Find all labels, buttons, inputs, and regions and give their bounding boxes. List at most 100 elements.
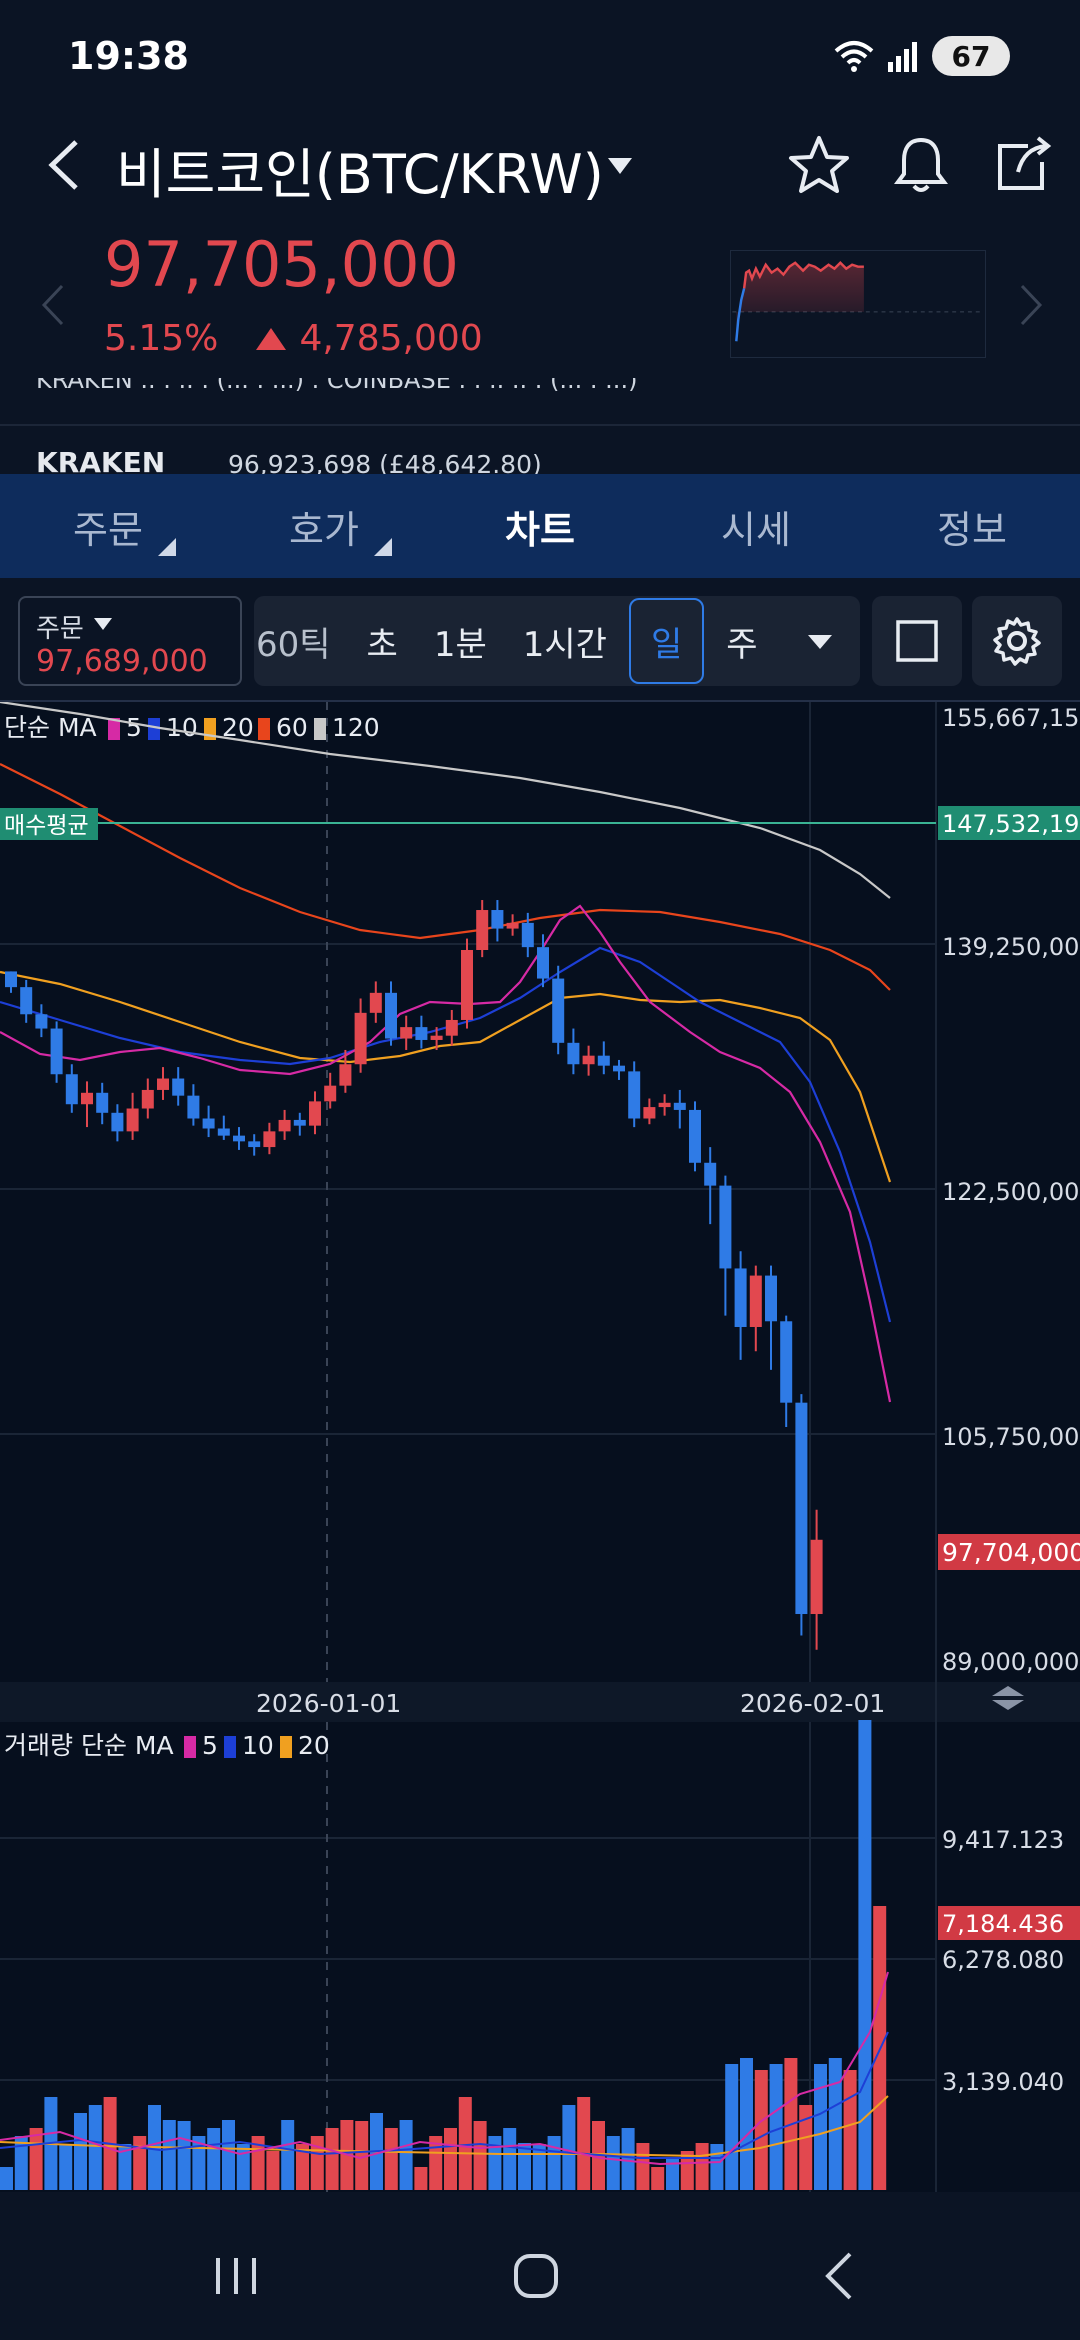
interval-seconds[interactable]: 초 <box>366 624 398 665</box>
volume-bar <box>281 2120 295 2190</box>
price-axis-label: 139,250,000 <box>942 933 1080 961</box>
avg-buy-label-text: 매수평균 <box>4 813 89 839</box>
candle <box>749 1275 762 1327</box>
ma-legend-prefix: 단순 MA <box>4 713 97 742</box>
gear-icon <box>993 617 1041 666</box>
volume-bar <box>236 2144 250 2190</box>
candle <box>278 1119 291 1132</box>
candle <box>5 971 17 988</box>
interval-1min[interactable]: 1분 <box>433 624 487 665</box>
candle <box>400 1027 413 1039</box>
volume-bar <box>88 2105 102 2190</box>
tab-quotes[interactable]: 시세 <box>648 474 864 578</box>
volume-bar <box>473 2121 487 2190</box>
candle <box>233 1135 245 1142</box>
share-icon[interactable] <box>988 130 1058 200</box>
candle <box>810 1539 823 1615</box>
volume-bar <box>577 2097 591 2190</box>
next-coin-icon[interactable] <box>1016 282 1046 328</box>
vol-ma5-label: 5 <box>202 1731 218 1760</box>
candle <box>354 1012 367 1065</box>
chevron-down-icon[interactable] <box>606 154 634 178</box>
exchange-name: KRAKEN <box>36 446 166 479</box>
vol-ma20-swatch <box>280 1736 292 1758</box>
fullscreen-button[interactable] <box>872 596 962 686</box>
price-axis-label: 155,667,150 <box>942 704 1080 732</box>
volume-axis-label: 9,417.123 <box>942 1826 1064 1854</box>
vol-ma10-swatch <box>224 1736 236 1758</box>
tab-order[interactable]: 주문 <box>0 474 216 578</box>
header: 비트코인(BTC/KRW) <box>0 110 1080 220</box>
home-icon[interactable] <box>506 2246 566 2306</box>
ma10-line <box>0 946 892 1323</box>
tab-info[interactable]: 정보 <box>864 474 1080 578</box>
candle <box>613 1065 625 1072</box>
date-label: 2026-01-01 <box>256 1689 401 1718</box>
volume-bar <box>503 2128 517 2190</box>
back-arrow-icon[interactable] <box>36 132 96 198</box>
interval-1hour[interactable]: 1시간 <box>522 624 607 665</box>
resize-handle-icon[interactable] <box>992 1686 1024 1710</box>
candlestick-chart[interactable]: 단순 MA 5 10 20 60 120 매수평균 155, <box>0 700 1080 2202</box>
status-icons: 67 <box>834 36 1010 76</box>
exchange-row-partial: KRAKEN .. . .. . (... . ...) . COINBASE … <box>36 378 1046 400</box>
ma120-line <box>0 700 891 899</box>
volume-bar <box>725 2064 739 2190</box>
volume-bar <box>0 2167 13 2190</box>
volume-bar <box>266 2151 280 2190</box>
candle <box>597 1055 610 1066</box>
candle <box>35 1014 48 1029</box>
status-bar: 19:38 67 <box>0 0 1080 110</box>
volume-bar <box>29 2128 43 2190</box>
candle <box>309 1101 321 1126</box>
previous-coin-icon[interactable] <box>38 282 68 328</box>
page-title[interactable]: 비트코인(BTC/KRW) <box>116 143 604 206</box>
price-axis-label: 122,500,000 <box>942 1178 1080 1206</box>
ma60-swatch <box>258 718 270 740</box>
candle <box>658 1102 671 1108</box>
tab-info-label: 정보 <box>937 507 1007 552</box>
last-volume-value: 7,184.436 <box>942 1910 1064 1938</box>
candle <box>157 1078 169 1090</box>
bell-icon[interactable] <box>886 130 956 200</box>
settings-button[interactable] <box>972 596 1062 686</box>
tab-orderbook[interactable]: 호가 <box>216 474 432 578</box>
volume-bar <box>814 2064 827 2190</box>
back-icon[interactable] <box>810 2246 870 2306</box>
vol-ma10-label: 10 <box>242 1731 274 1760</box>
volume-bar <box>518 2143 531 2190</box>
volume-bar <box>325 2128 339 2190</box>
volume-bar <box>444 2128 457 2190</box>
ma-legend: 단순 MA 5 10 20 60 120 <box>4 713 380 742</box>
chart-area[interactable]: 단순 MA 5 10 20 60 120 매수평균 155, <box>0 700 1080 2202</box>
volume-bar <box>74 2113 87 2190</box>
candle <box>628 1071 641 1119</box>
volume-bar <box>133 2136 147 2190</box>
interval-60tick[interactable]: 60틱 <box>256 624 331 665</box>
candle <box>415 1027 428 1040</box>
candle <box>96 1092 109 1113</box>
caret-down-icon <box>94 618 112 630</box>
candle <box>126 1108 139 1132</box>
recents-icon[interactable] <box>206 2246 266 2306</box>
tab-chart-label: 차트 <box>505 507 575 552</box>
star-icon[interactable] <box>784 130 854 200</box>
interval-day[interactable]: 일 <box>628 598 705 684</box>
ma5-label: 5 <box>126 713 142 742</box>
interval-week[interactable]: 주 <box>726 624 758 665</box>
candle <box>537 947 549 979</box>
volume-bar <box>606 2136 620 2190</box>
candle <box>643 1107 656 1119</box>
square-icon <box>896 620 938 662</box>
interval-more-icon[interactable] <box>790 621 850 661</box>
order-dropdown[interactable]: 주문 97,689,000 <box>18 596 242 686</box>
candle <box>521 922 534 948</box>
ma20-line <box>0 970 892 1183</box>
tab-chart[interactable]: 차트 <box>432 474 648 578</box>
candle <box>369 992 382 1013</box>
candle <box>491 910 504 929</box>
volume-bar <box>636 2143 650 2190</box>
volume-bar <box>666 2159 679 2190</box>
change-amount: 4,785,000 <box>254 318 483 359</box>
volume-bar <box>399 2120 413 2190</box>
